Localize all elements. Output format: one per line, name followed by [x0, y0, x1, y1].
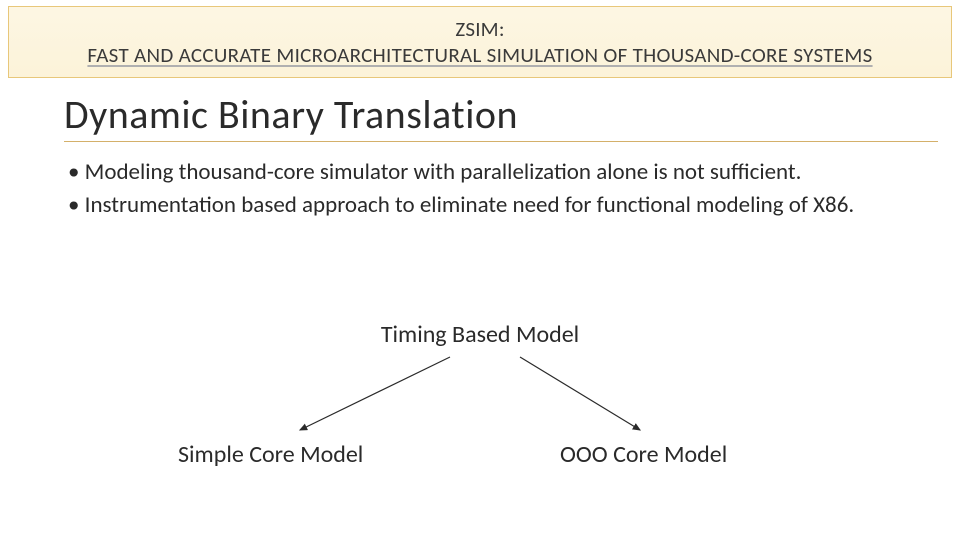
bullet-item: Instrumentation based approach to elimin…	[68, 191, 900, 220]
diagram-root-label: Timing Based Model	[0, 320, 960, 349]
header-line-1: ZSIM:	[455, 16, 504, 42]
bullet-list: Modeling thousand-core simulator with pa…	[68, 158, 900, 224]
slide-title: Dynamic Binary Translation	[64, 90, 938, 142]
diagram-right-label: OOO Core Model	[560, 440, 727, 469]
header-banner: ZSIM: FAST AND ACCURATE MICROARCHITECTUR…	[8, 6, 952, 78]
bullet-item: Modeling thousand-core simulator with pa…	[68, 158, 900, 187]
arrow-right	[520, 357, 640, 430]
header-line-2: FAST AND ACCURATE MICROARCHITECTURAL SIM…	[87, 42, 872, 68]
tree-diagram: Timing Based Model Simple Core Model OOO…	[0, 320, 960, 520]
diagram-left-label: Simple Core Model	[178, 440, 363, 469]
arrow-left	[300, 357, 450, 430]
diagram-arrows	[0, 352, 960, 442]
